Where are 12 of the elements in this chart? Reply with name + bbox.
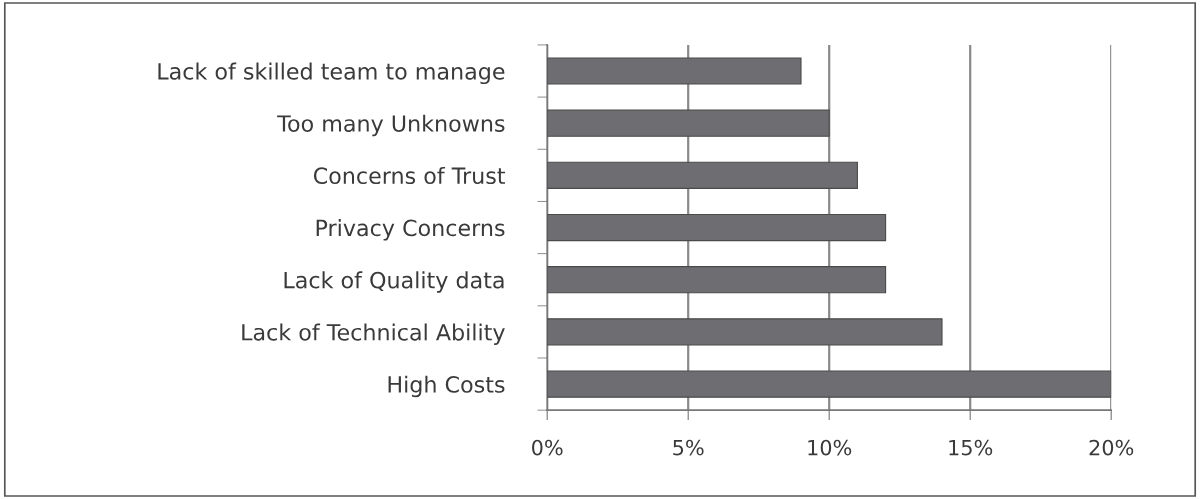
x-tick-label: 5% xyxy=(673,439,704,456)
y-tick-label: Concerns of Trust xyxy=(313,166,506,185)
y-tick-label: High Costs xyxy=(388,375,505,398)
x-tick-label: 15% xyxy=(949,439,993,456)
y-tick-label: Too many Unknowns xyxy=(277,114,505,137)
y-tick-label: Lack of skilled team to manage xyxy=(158,62,505,85)
y-tick-label: Lack of Quality data xyxy=(284,271,504,293)
y-tick-label: Lack of Technical Ability xyxy=(242,323,505,345)
x-tick-label: 20% xyxy=(1089,439,1134,456)
x-tick-label: 10% xyxy=(808,439,852,456)
y-tick-label: Privacy Concerns xyxy=(316,219,505,241)
x-tick-label: 0% xyxy=(532,439,563,456)
